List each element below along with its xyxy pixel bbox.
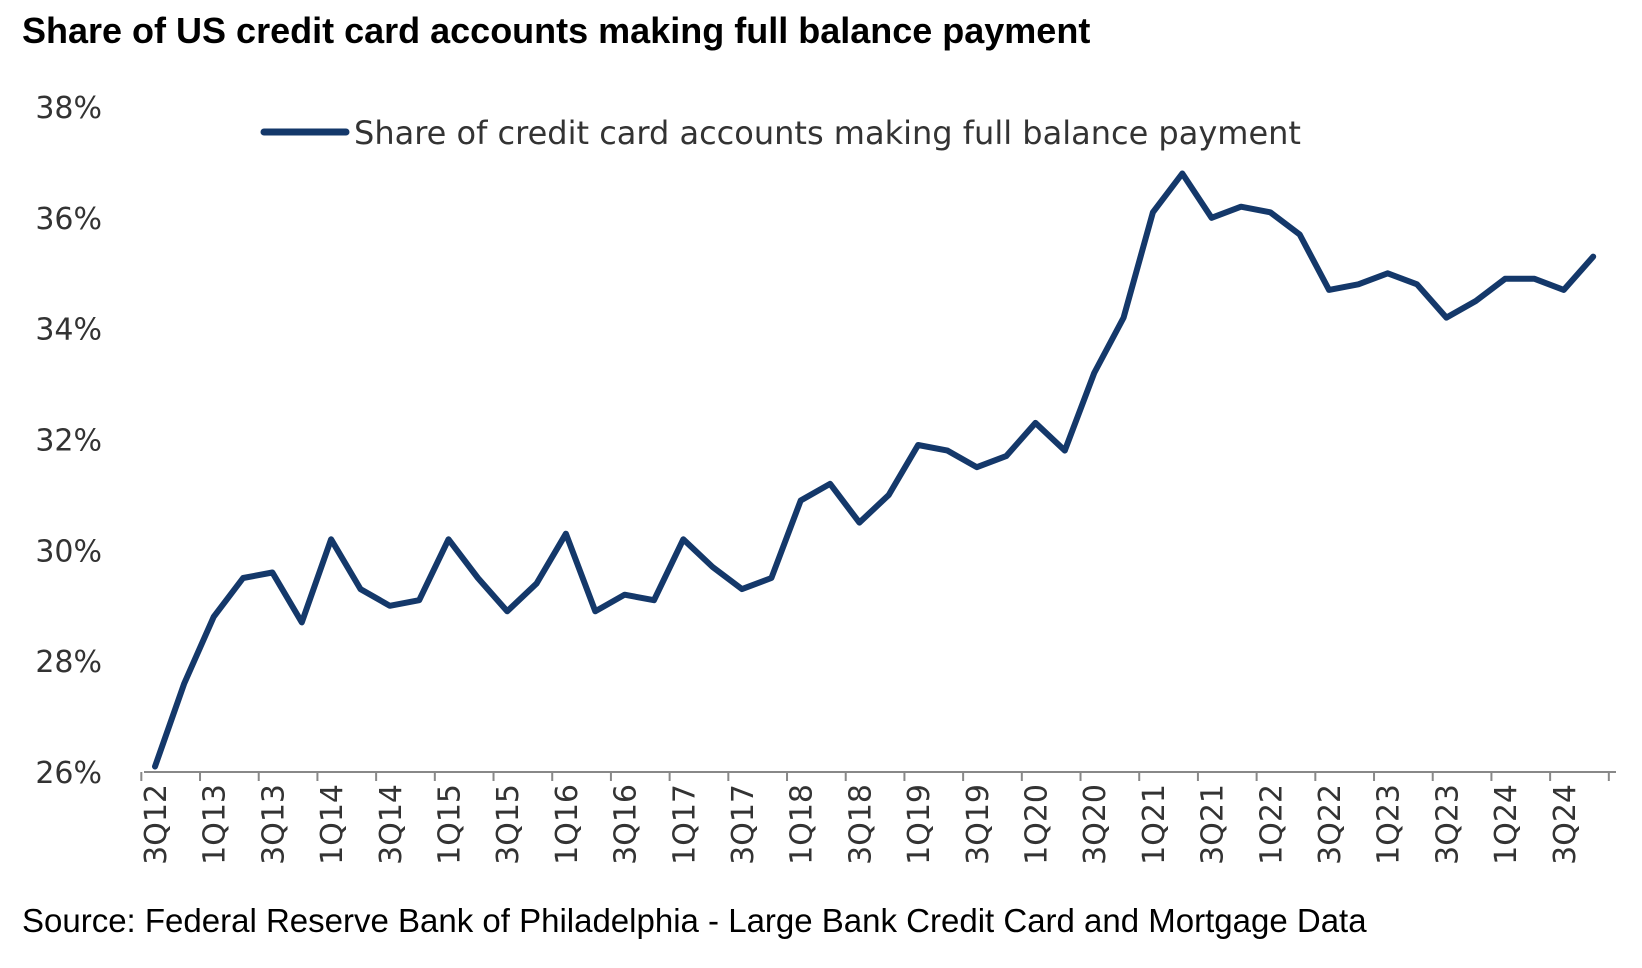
- x-tick-label: 1Q14: [315, 784, 350, 865]
- x-tick-label: 3Q19: [961, 784, 996, 865]
- x-axis: 3Q12 1Q13 3Q13 1Q14 3Q14 1Q15 3Q15 1Q16 3Q16 1Q17…: [139, 771, 1616, 865]
- y-tick-label: 38%: [35, 91, 102, 126]
- x-tick-label: 1Q16: [550, 784, 585, 865]
- x-tick-label: 3Q22: [1313, 784, 1348, 865]
- x-tick-label: 1Q15: [433, 784, 468, 865]
- x-tick-label: 3Q15: [491, 784, 526, 865]
- x-tick-label: 1Q18: [785, 784, 820, 865]
- y-tick-label: 36%: [35, 202, 102, 237]
- x-tick-label: 1Q19: [902, 784, 937, 865]
- y-tick-label: 30%: [35, 534, 102, 569]
- x-tick-label: 1Q22: [1254, 784, 1289, 865]
- x-tick-label: 3Q16: [609, 784, 644, 865]
- x-tick-label: 3Q12: [139, 784, 174, 865]
- y-tick-label: 28%: [35, 645, 102, 680]
- x-tick-label: 3Q23: [1430, 784, 1465, 865]
- x-tick-label: 1Q13: [198, 784, 233, 865]
- y-tick-label: 34%: [35, 313, 102, 348]
- source-note: Source: Federal Reserve Bank of Philadel…: [22, 902, 1367, 939]
- x-tick-label: 3Q13: [256, 784, 291, 865]
- x-tick-label: 3Q18: [843, 784, 878, 865]
- legend: Share of credit card accounts making ful…: [260, 114, 1301, 152]
- series-layer: [152, 170, 1597, 770]
- y-axis: 26% 28% 30% 32% 34% 36% 38%: [35, 91, 102, 791]
- series-line: [152, 170, 1597, 770]
- chart-title: Share of US credit card accounts making …: [22, 10, 1091, 51]
- x-tick-label: 3Q20: [1078, 784, 1113, 865]
- x-tick-label: 1Q21: [1137, 784, 1172, 865]
- line-chart: 26%28%30%32%34%36%38% 3Q12 1Q13 3Q13 1Q14 3Q…: [35, 91, 1616, 865]
- x-tick-label: 3Q24: [1548, 784, 1583, 865]
- x-tick-label: 1Q23: [1372, 784, 1407, 865]
- x-tick-label: 1Q24: [1489, 784, 1524, 865]
- x-tick-label: 3Q14: [374, 784, 409, 865]
- x-tick-label: 3Q21: [1196, 784, 1231, 865]
- x-tick-label: 3Q17: [726, 784, 761, 865]
- legend-label: Share of credit card accounts making ful…: [354, 114, 1301, 152]
- y-tick-label: 32%: [35, 424, 102, 459]
- x-tick-label: 1Q20: [1020, 784, 1055, 865]
- x-tick-label: 1Q17: [667, 784, 702, 865]
- y-tick-label: 26%: [35, 756, 102, 791]
